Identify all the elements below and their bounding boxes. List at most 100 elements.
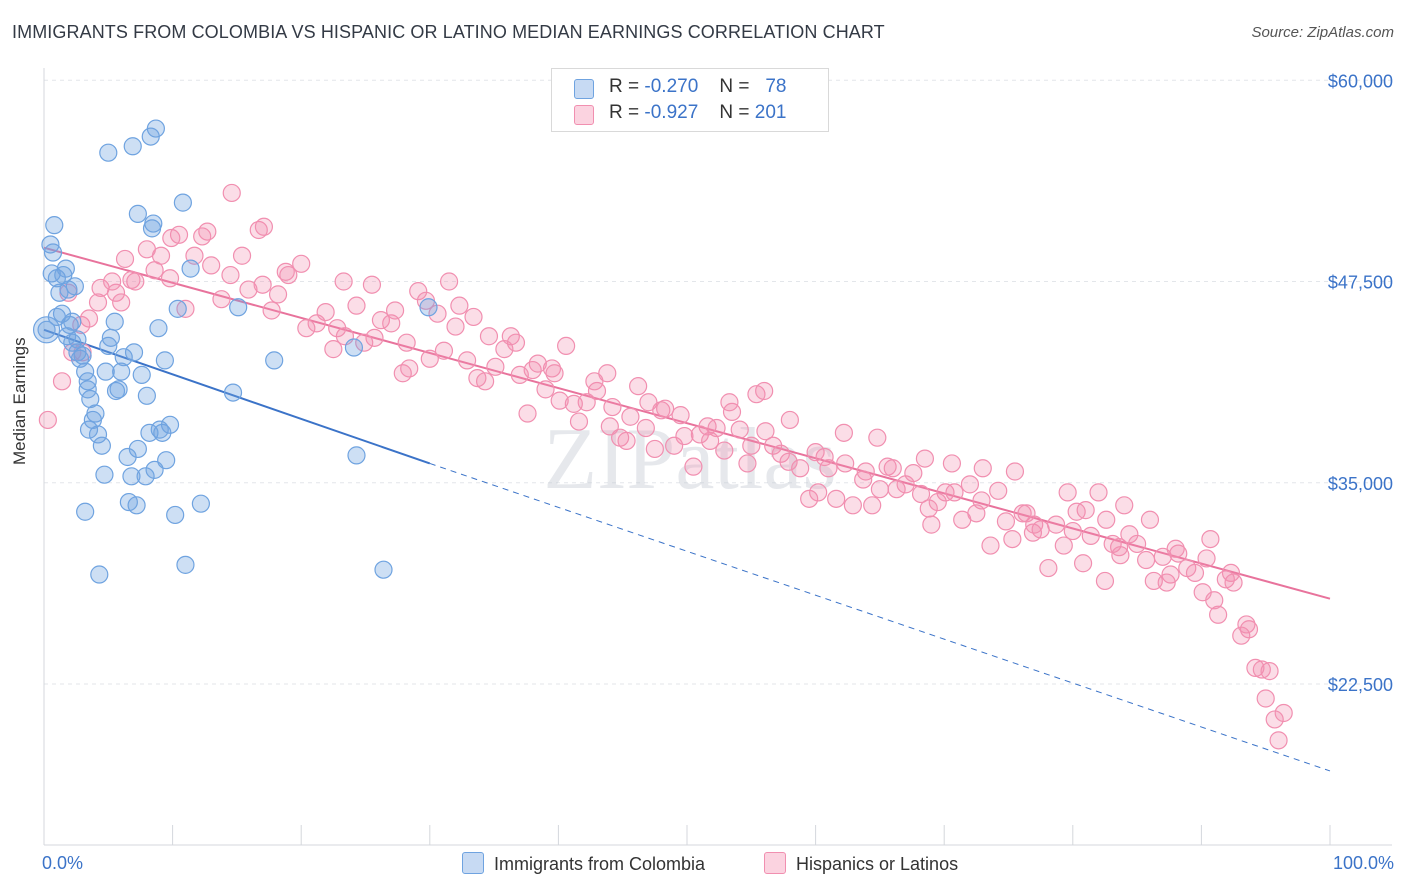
point-hispanic xyxy=(973,459,992,478)
correlation-legend: R = -0.270 N = 78 R = -0.927 N = 201 xyxy=(551,68,829,132)
n-value: 201 xyxy=(754,102,787,123)
point-hispanic xyxy=(545,364,564,383)
point-hispanic xyxy=(1274,703,1293,723)
point-hispanic xyxy=(671,406,690,425)
point-colombia xyxy=(145,460,164,479)
chart-title: IMMIGRANTS FROM COLOMBIA VS HISPANIC OR … xyxy=(12,22,885,42)
point-hispanic xyxy=(409,282,428,301)
y-tick-label: $60,000 xyxy=(1328,71,1393,91)
point-hispanic xyxy=(981,536,1000,555)
point-hispanic xyxy=(518,404,537,423)
point-colombia xyxy=(92,436,111,455)
r-value: -0.270 xyxy=(644,76,699,97)
legend-item-colombia: Immigrants from Colombia xyxy=(462,852,705,875)
point-hispanic xyxy=(1209,605,1228,624)
point-hispanic xyxy=(945,483,964,502)
point-hispanic xyxy=(464,307,483,327)
point-hispanic xyxy=(1269,731,1288,750)
point-hispanic xyxy=(1067,502,1086,521)
point-colombia xyxy=(123,137,142,156)
point-hispanic xyxy=(1054,536,1073,555)
point-hispanic xyxy=(1256,689,1275,708)
point-hispanic xyxy=(598,364,617,383)
point-colombia xyxy=(122,467,141,486)
point-hispanic xyxy=(279,265,298,285)
point-colombia xyxy=(105,312,124,331)
source-label: Source: ZipAtlas.com xyxy=(1251,24,1394,41)
point-colombia xyxy=(181,259,200,278)
point-hispanic xyxy=(428,304,447,323)
point-hispanic xyxy=(701,431,720,450)
point-colombia xyxy=(347,446,366,465)
point-hispanic xyxy=(557,336,576,355)
point-hispanic xyxy=(942,454,962,473)
point-colombia xyxy=(90,565,109,584)
point-hispanic xyxy=(103,272,122,291)
point-colombia xyxy=(112,362,131,381)
point-hispanic xyxy=(1185,563,1205,583)
point-hispanic xyxy=(756,422,775,441)
point-hispanic xyxy=(1197,549,1216,568)
point-hispanic xyxy=(1017,504,1036,523)
point-hispanic xyxy=(996,512,1016,531)
point-colombia xyxy=(79,420,99,439)
point-hispanic xyxy=(989,481,1008,500)
point-colombia xyxy=(73,346,92,365)
point-hispanic xyxy=(834,423,853,442)
point-hispanic xyxy=(1120,525,1139,544)
point-hispanic xyxy=(629,377,648,396)
point-hispanic xyxy=(38,410,57,430)
point-hispanic xyxy=(1205,591,1224,610)
point-colombia xyxy=(37,320,56,339)
point-hispanic xyxy=(742,436,761,455)
point-hispanic xyxy=(1127,534,1147,554)
point-hispanic xyxy=(1260,662,1279,681)
point-hispanic xyxy=(1246,658,1265,678)
point-hispanic xyxy=(486,357,505,376)
point-hispanic xyxy=(439,272,459,291)
point-hispanic xyxy=(479,327,499,346)
point-hispanic xyxy=(1169,544,1188,563)
point-colombia xyxy=(142,219,162,238)
point-colombia xyxy=(229,298,248,317)
y-tick-label: $22,500 xyxy=(1328,675,1393,695)
axes xyxy=(43,68,1392,846)
x-tick-label-min: 0.0% xyxy=(42,853,84,873)
point-hispanic xyxy=(1058,483,1077,502)
point-colombia xyxy=(265,351,284,370)
point-hispanic xyxy=(542,359,562,378)
point-hispanic xyxy=(636,418,655,438)
point-colombia xyxy=(114,348,133,367)
point-colombia xyxy=(68,330,87,349)
point-colombia xyxy=(176,555,195,574)
point-hispanic xyxy=(675,426,694,446)
point-colombia xyxy=(166,505,185,525)
point-colombia xyxy=(99,143,118,162)
point-hispanic xyxy=(1239,620,1259,639)
point-hispanic xyxy=(1109,538,1129,557)
point-hispanic xyxy=(585,372,604,391)
trend-line-colombia xyxy=(43,328,431,465)
point-hispanic xyxy=(397,333,416,352)
point-hispanic xyxy=(827,489,846,508)
point-hispanic xyxy=(1063,521,1082,541)
r-value: -0.927 xyxy=(644,102,699,123)
point-colombia xyxy=(76,502,95,521)
point-colombia xyxy=(150,420,169,439)
point-hispanic xyxy=(617,431,636,450)
point-colombia xyxy=(344,338,364,357)
point-hispanic xyxy=(698,417,717,436)
point-hispanic xyxy=(1081,526,1100,545)
point-hispanic xyxy=(911,484,931,504)
point-hispanic xyxy=(904,463,923,483)
point-hispanic xyxy=(1166,539,1185,558)
point-hispanic xyxy=(1157,573,1176,592)
r-label: R = xyxy=(609,102,640,123)
point-hispanic xyxy=(791,459,810,478)
point-hispanic xyxy=(715,441,734,460)
point-colombia xyxy=(65,277,84,296)
point-colombia xyxy=(56,259,75,278)
point-hispanic xyxy=(334,272,353,291)
point-colombia xyxy=(132,365,151,384)
point-colombia xyxy=(140,423,159,442)
